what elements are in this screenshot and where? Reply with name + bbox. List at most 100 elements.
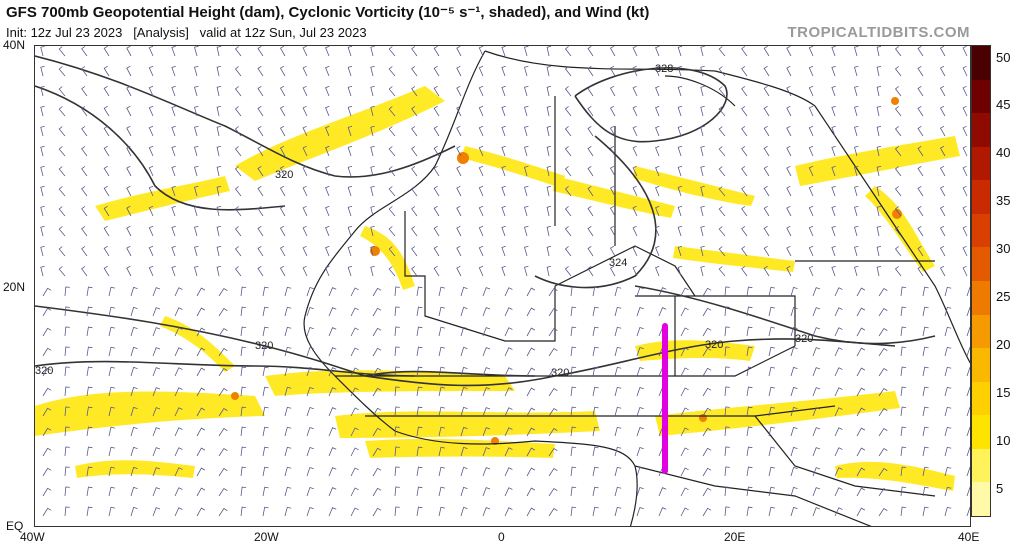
wind-barb: [962, 205, 968, 217]
wind-barb: [680, 327, 689, 337]
wind-barb: [741, 106, 748, 117]
wind-barb: [108, 406, 115, 417]
wind-barb: [831, 245, 836, 257]
wind-barb: [718, 126, 726, 137]
wind-barb: [894, 246, 902, 257]
wind-barb: [962, 85, 968, 97]
wind-barb: [677, 165, 683, 177]
weather-map[interactable]: 328 320 324 320 320 320 320 320: [34, 45, 971, 527]
wind-barb: [347, 145, 353, 157]
wind-barb: [196, 427, 206, 437]
wind-barb: [592, 386, 599, 397]
wind-barb: [570, 446, 577, 457]
wind-barb: [152, 387, 161, 397]
wind-barb: [174, 507, 183, 517]
wind-barb: [570, 506, 577, 517]
wind-barb: [42, 367, 52, 377]
wind-barb: [388, 246, 396, 257]
wind-barb: [58, 106, 66, 117]
wind-barb: [944, 346, 952, 357]
wind-barb: [372, 487, 382, 497]
wind-barb: [234, 46, 242, 57]
wind-barb: [482, 407, 491, 417]
wind-barb: [768, 406, 775, 417]
wind-barb: [218, 367, 228, 377]
wind-barb: [262, 486, 269, 497]
wind-barb: [438, 326, 445, 337]
wind-barb: [655, 245, 660, 257]
wind-barb: [148, 225, 154, 237]
wind-barb: [42, 427, 52, 437]
wind-barb: [504, 467, 513, 477]
wind-barb: [482, 327, 491, 337]
wind-barb: [609, 125, 616, 137]
wind-barb: [58, 206, 66, 217]
wind-barb: [636, 406, 644, 417]
wind-barb: [40, 46, 45, 57]
wind-barb: [460, 466, 468, 477]
wind-barb: [894, 206, 902, 217]
wind-barb: [478, 65, 484, 77]
wind-barb: [763, 46, 770, 57]
wind-barb: [718, 86, 726, 97]
wind-barb: [564, 266, 572, 277]
wind-barb: [786, 165, 792, 177]
wind-barb: [834, 427, 843, 437]
wind-barb: [768, 386, 775, 397]
wind-barb: [524, 265, 529, 277]
wind-barb: [240, 406, 247, 417]
wind-barb: [655, 125, 660, 137]
wind-barb: [218, 487, 228, 497]
wind-barb: [42, 387, 52, 397]
wind-barb: [922, 486, 929, 497]
wind-barb: [768, 346, 775, 357]
wind-barb: [831, 125, 836, 137]
wind-barb: [546, 146, 552, 157]
wind-barb: [718, 106, 726, 117]
wind-barb: [878, 387, 888, 397]
wind-barb: [196, 487, 206, 497]
wind-barb: [126, 245, 132, 257]
wind-barb: [504, 307, 513, 317]
wind-barb: [680, 347, 689, 357]
wind-barbs: [40, 46, 970, 517]
wind-barb: [966, 346, 970, 357]
wind-barb: [790, 466, 798, 477]
wind-barb: [609, 65, 616, 77]
wind-barb: [194, 125, 199, 137]
wind-barb: [148, 65, 154, 77]
wind-barb: [234, 246, 242, 257]
wind-barb: [126, 185, 132, 197]
wind-barb: [546, 86, 552, 97]
wind-barb: [746, 346, 753, 357]
colorbar-segment: [972, 482, 990, 517]
wind-barb: [171, 65, 176, 77]
wind-barb: [786, 185, 792, 197]
wind-barb: [808, 165, 814, 177]
wind-barb: [546, 246, 552, 257]
wind-barb: [372, 467, 382, 477]
wind-barb: [834, 347, 843, 357]
wind-barb: [370, 265, 375, 277]
wind-barb: [876, 266, 882, 277]
wind-barb: [966, 286, 970, 297]
wind-barb: [438, 506, 445, 517]
wind-barb: [306, 406, 314, 417]
wind-barb: [42, 407, 52, 417]
wind-barb: [962, 105, 968, 117]
wind-barb: [325, 105, 330, 117]
wind-barb: [526, 287, 536, 297]
wind-barb: [741, 46, 748, 57]
wind-barb: [370, 125, 375, 137]
wind-barb: [456, 46, 462, 57]
wind-barb: [962, 245, 968, 257]
wind-barb: [812, 347, 821, 357]
wind-barb: [790, 486, 798, 497]
wind-barb: [482, 427, 491, 437]
wind-barb: [614, 306, 622, 317]
wind-barb: [216, 106, 222, 117]
wind-barb: [587, 125, 594, 137]
wind-barb: [411, 86, 418, 97]
wind-barb: [746, 506, 753, 517]
wind-barb: [174, 347, 183, 357]
